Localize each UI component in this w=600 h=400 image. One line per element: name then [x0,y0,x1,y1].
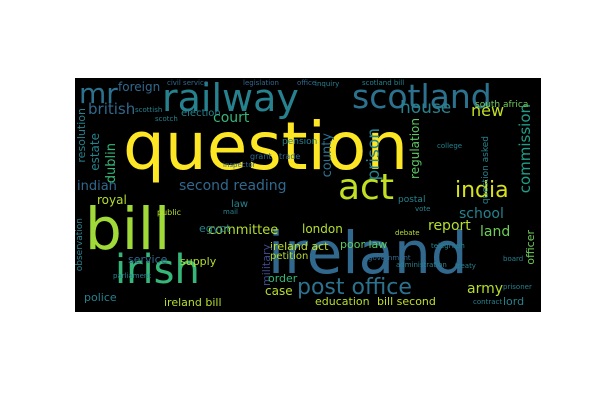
cloud-word: british [88,100,136,118]
cloud-word: scotland [352,78,492,116]
cloud-word: second reading [179,178,287,194]
cloud-word: dublin [104,143,119,184]
cloud-word: london [302,222,343,236]
cloud-word: grant [250,152,272,161]
cloud-word: parliament [113,272,152,280]
cloud-word: ireland bill [164,296,222,309]
cloud-word: post office [297,275,412,300]
cloud-word: house [400,98,452,118]
cloud-word: estate [88,133,102,171]
cloud-word: election [181,108,221,119]
cloud-word: petition [270,251,309,262]
cloud-word: supply [180,255,217,268]
cloud-word: legislation [243,79,279,87]
cloud-word: officer [524,230,537,265]
cloud-word: telegraph [431,242,465,250]
cloud-word: south africa [475,100,529,110]
cloud-word: question asked [481,136,491,205]
cloud-word: commission [516,104,534,194]
cloud-word: board [503,255,524,263]
cloud-word: report [428,218,471,234]
cloud-word: scotland bill [362,79,405,87]
cloud-word: college [437,142,463,150]
cloud-word: government [368,254,411,262]
cloud-word: foreign [118,80,161,94]
cloud-word: service [128,253,168,266]
cloud-word: ireland act [270,240,329,253]
cloud-word: office [297,79,317,87]
cloud-word: lord [503,295,525,308]
cloud-word: school [459,206,504,222]
cloud-word: police [84,291,117,304]
cloud-word: pension [282,137,318,147]
cloud-word: vote [415,205,431,213]
cloud-word: bill [85,195,171,263]
cloud-word: land [480,224,511,240]
cloud-word: poor law [340,238,388,251]
cloud-word: act [338,167,394,208]
cloud-word: ireland [268,219,468,287]
cloud-word: scottish [135,106,163,114]
cloud-word: indian [77,179,117,194]
cloud-word: order [268,272,298,285]
cloud-word: mail [223,208,238,216]
word-cloud: question ireland bill irish act railway … [75,78,541,312]
cloud-word: court [213,110,250,126]
cloud-word: railway [162,78,299,120]
cloud-word: egypt [199,222,231,235]
cloud-word: army [467,281,504,297]
cloud-word: royal [97,193,127,207]
cloud-word: mr [79,78,118,110]
cloud-word: bill second [377,295,436,308]
cloud-word: new [471,101,505,120]
cloud-word: trade [279,152,301,161]
cloud-word: prison [364,128,384,181]
cloud-word: education [315,295,370,308]
cloud-word: irish [115,247,200,293]
cloud-word: question [123,108,409,185]
cloud-word: inspector [223,161,256,169]
cloud-word: observation [75,218,85,272]
cloud-word: debate [395,229,420,237]
cloud-word: india [455,178,509,203]
cloud-word: case [265,284,293,298]
cloud-word: contract [473,298,503,306]
cloud-word: committee [208,223,279,238]
cloud-word: public [157,208,182,217]
cloud-word: administration [396,261,447,269]
cloud-word: law [231,199,249,210]
cloud-word: county [320,133,335,178]
cloud-word: scotch [155,115,178,123]
cloud-word: civil service [167,79,209,87]
cloud-word: postal [398,195,426,205]
cloud-word: inquiry [315,80,340,88]
cloud-word: regulation [408,118,422,179]
cloud-word: treaty [455,262,476,270]
cloud-word: prisoner [503,283,532,291]
cloud-word: resolution [75,108,88,163]
